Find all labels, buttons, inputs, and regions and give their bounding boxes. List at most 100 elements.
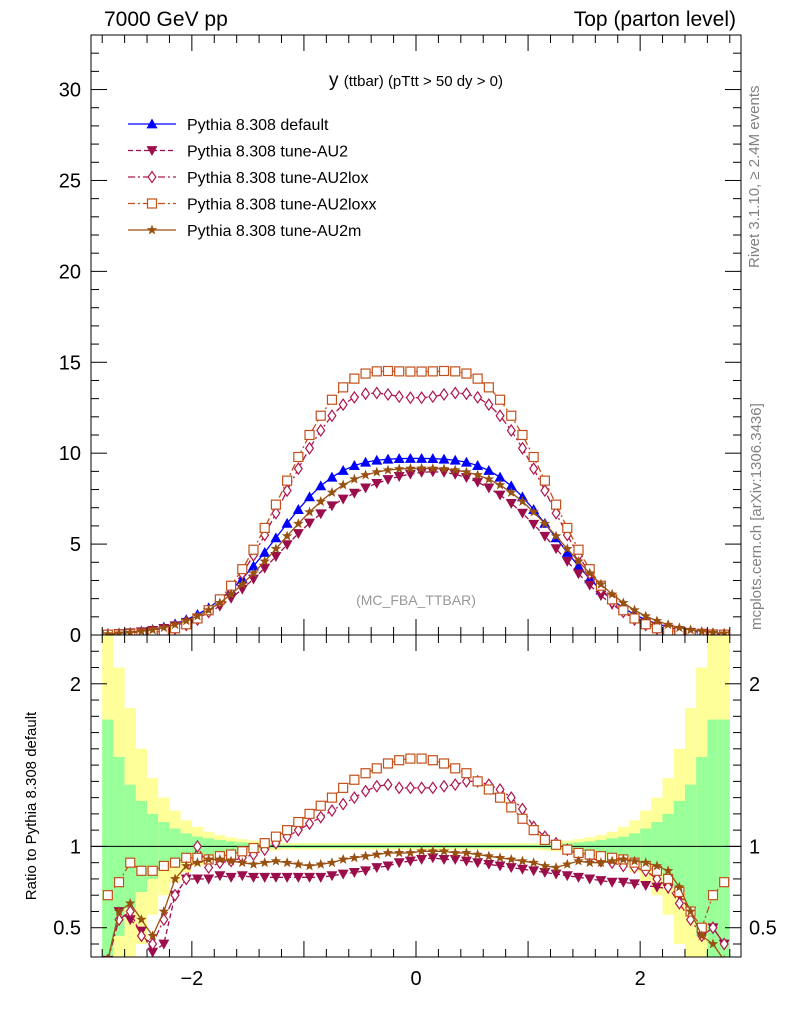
ratio-point [292, 872, 304, 883]
ratio-point [125, 857, 136, 868]
ratio-point [169, 873, 181, 884]
ratio-point [427, 845, 439, 856]
data-point [517, 429, 528, 441]
data-point [282, 484, 292, 498]
ratio-point [461, 768, 472, 779]
ratio-point [315, 858, 326, 869]
data-point [282, 475, 293, 486]
data-point [416, 452, 428, 463]
legend-label: Pythia 8.308 tune-AU2 [187, 144, 348, 161]
legend-label: Pythia 8.308 tune-AU2lox [187, 170, 368, 187]
series-5-ratio [106, 845, 726, 957]
data-point [147, 624, 158, 635]
data-point [651, 623, 663, 634]
ratio-point [404, 856, 416, 867]
ratio-point [561, 871, 573, 882]
data-point [438, 463, 450, 474]
data-point [550, 499, 562, 510]
data-point [517, 496, 528, 506]
ratio-point [237, 857, 248, 868]
band-inner-bin [102, 719, 114, 957]
data-point [326, 486, 338, 497]
ratio-y-axis-label: Ratio to Pythia 8.308 default [23, 711, 40, 900]
data-point [405, 462, 416, 473]
ratio-point [461, 847, 472, 858]
data-point [382, 453, 394, 464]
data-point [640, 610, 651, 621]
data-point [371, 478, 383, 489]
data-point [405, 391, 415, 405]
data-point [494, 490, 506, 501]
ratio-point [427, 755, 438, 766]
data-point [494, 479, 506, 490]
ratio-point [304, 817, 315, 831]
ratio-point [106, 954, 109, 957]
data-point [349, 390, 359, 404]
data-point [293, 451, 304, 463]
data-point [372, 386, 382, 400]
ratio-point [517, 855, 528, 866]
ratio-point [147, 865, 158, 876]
data-point [550, 530, 562, 541]
ratio-point [237, 846, 248, 857]
data-point [338, 398, 348, 412]
ratio-point [708, 921, 718, 935]
ratio-point [450, 763, 461, 774]
ratio-point [214, 853, 226, 864]
data-point [348, 488, 360, 499]
data-point [326, 471, 338, 482]
ratio-point [696, 930, 708, 941]
data-point [449, 454, 461, 465]
data-point [326, 501, 338, 512]
ratio-point [372, 779, 382, 793]
data-point [685, 624, 696, 635]
data-point [281, 540, 293, 551]
ratio-point [248, 872, 259, 883]
data-point [237, 564, 248, 575]
data-point [304, 518, 316, 529]
ratio-point [393, 858, 405, 869]
legend-marker [147, 170, 157, 184]
ratio-point [293, 823, 303, 837]
ratio-point [719, 877, 730, 888]
ratio-point [662, 865, 674, 876]
data-point [460, 473, 472, 484]
data-point [371, 366, 382, 377]
ratio-x-tick-label: 2 [635, 968, 646, 990]
ratio-point [159, 913, 169, 927]
legend-label: Pythia 8.308 default [187, 117, 329, 134]
data-point [394, 366, 405, 377]
data-point [349, 473, 360, 484]
ratio-point [416, 753, 427, 764]
band-inner-bin [718, 719, 730, 957]
ratio-point [494, 861, 506, 872]
data-point [494, 471, 506, 482]
data-point [484, 398, 494, 412]
data-point [292, 529, 304, 540]
ratio-y-tick-label: 1 [70, 836, 81, 858]
ratio-point [214, 871, 226, 882]
ratio-point [382, 758, 394, 769]
ratio-point [113, 877, 125, 888]
chart-title: y (ttbar) (pTtt > 50 dy > 0) [329, 70, 503, 91]
data-point [640, 619, 651, 630]
ratio-point [449, 855, 461, 865]
ratio-point [517, 813, 528, 824]
ratio-point [416, 855, 428, 865]
ratio-point [192, 857, 203, 868]
chart-title-cuts: (ttbar) (pTtt > 50 dy > 0) [344, 73, 503, 90]
data-point [315, 480, 327, 491]
data-point [371, 454, 383, 465]
data-point [662, 619, 674, 630]
ratio-point [236, 871, 248, 882]
data-point [539, 475, 550, 486]
ratio-point [539, 834, 550, 846]
ratio-point [348, 868, 360, 878]
data-point [270, 543, 282, 554]
data-point [169, 619, 181, 630]
energy-label: 7000 GeV pp [104, 8, 228, 31]
ratio-point [723, 954, 726, 957]
ratio-point [326, 871, 338, 882]
data-point [259, 563, 271, 574]
